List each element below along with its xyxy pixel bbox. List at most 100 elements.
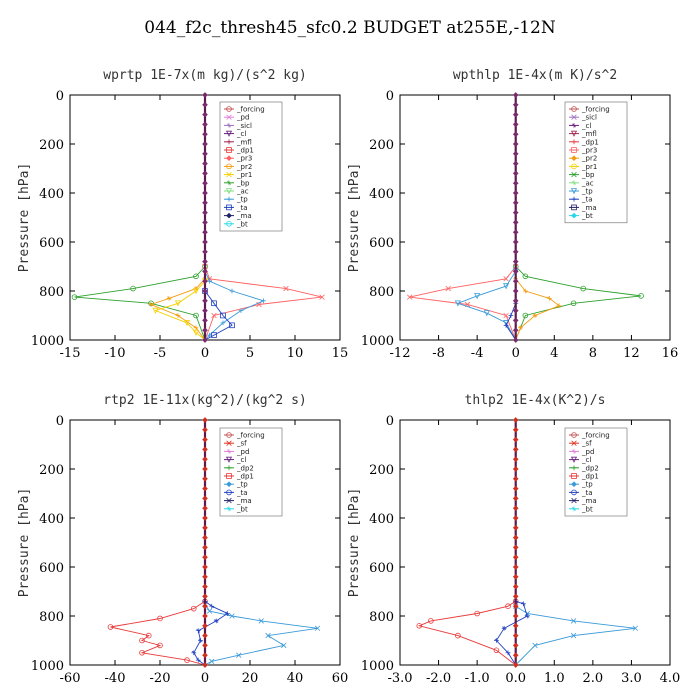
marker xyxy=(571,440,577,446)
legend-box xyxy=(219,427,283,517)
marker xyxy=(512,199,519,206)
marker xyxy=(226,155,232,162)
y-tick-label: 0 xyxy=(56,414,64,429)
marker xyxy=(570,188,578,195)
panel-title: thlp2 1E-4x(K^2)/s xyxy=(465,393,606,408)
legend-label: _pd xyxy=(236,114,249,122)
y-tick-label: 1000 xyxy=(361,659,394,674)
legend-label: _ma xyxy=(581,204,597,212)
marker xyxy=(522,312,529,319)
y-tick-label: 800 xyxy=(369,285,394,300)
series-line-ta xyxy=(495,420,528,666)
marker xyxy=(503,312,509,319)
marker xyxy=(226,180,232,186)
marker xyxy=(512,141,519,147)
legend-label: _dp2 xyxy=(581,464,599,472)
y-tick-label: 400 xyxy=(369,187,394,202)
x-tick-label: 0.0 xyxy=(505,671,526,686)
y-tick-label: 400 xyxy=(39,187,64,202)
marker xyxy=(512,466,519,472)
marker xyxy=(202,150,208,157)
marker xyxy=(226,449,232,454)
x-tick-label: 1.0 xyxy=(544,671,565,686)
marker xyxy=(202,466,208,472)
y-tick-label: 200 xyxy=(369,463,394,478)
marker xyxy=(202,297,208,304)
legend-label: _sf xyxy=(236,440,247,448)
marker xyxy=(532,313,538,318)
marker xyxy=(512,573,519,580)
marker xyxy=(406,294,413,300)
marker xyxy=(192,288,200,295)
legend-label: _bt xyxy=(236,505,248,513)
marker xyxy=(202,603,208,610)
y-tick-label: 600 xyxy=(369,236,394,251)
marker xyxy=(202,583,208,590)
marker xyxy=(522,288,528,294)
marker xyxy=(202,248,208,255)
marker xyxy=(209,603,215,609)
legend-label: _ta xyxy=(236,204,248,212)
legend-label: _pr3 xyxy=(581,147,597,155)
legend-label: _forcing xyxy=(236,432,265,440)
marker xyxy=(512,564,519,570)
marker xyxy=(512,150,519,157)
legend-label: _forcing xyxy=(581,106,610,114)
marker xyxy=(202,229,208,236)
marker xyxy=(512,239,519,245)
legend-label: _pr3 xyxy=(236,155,252,163)
y-tick-label: 1000 xyxy=(31,334,64,349)
x-tick-label: 0 xyxy=(201,346,209,361)
x-tick-label: 40 xyxy=(287,671,304,686)
x-tick-label: -60 xyxy=(60,671,81,686)
marker xyxy=(512,111,519,118)
marker xyxy=(195,628,201,634)
marker xyxy=(512,307,519,314)
marker xyxy=(226,171,232,178)
plot-frame xyxy=(399,94,671,341)
marker xyxy=(428,618,434,624)
marker xyxy=(202,475,208,482)
marker xyxy=(211,300,217,307)
legend-label: _ma xyxy=(581,497,597,505)
marker xyxy=(258,618,264,624)
series-line-pr3 xyxy=(409,95,517,341)
marker xyxy=(512,278,519,285)
marker xyxy=(226,212,232,219)
legend-label: _mfl xyxy=(581,130,597,138)
marker xyxy=(512,603,519,610)
y-tick-label: 800 xyxy=(39,285,64,300)
marker xyxy=(445,285,451,292)
marker xyxy=(236,652,242,658)
marker xyxy=(571,163,577,170)
legend-label: _bp xyxy=(581,171,595,179)
y-tick-label: 200 xyxy=(369,138,394,153)
marker xyxy=(226,106,232,112)
marker xyxy=(571,180,577,186)
plot-frame xyxy=(399,419,671,666)
x-tick-label: 2.0 xyxy=(583,671,604,686)
x-tick-label: -1.0 xyxy=(465,671,490,686)
marker xyxy=(632,625,638,631)
y-axis-label: Pressure [hPa] xyxy=(347,163,362,273)
legend-label: _forcing xyxy=(236,106,265,114)
series-line-bp xyxy=(74,95,206,341)
marker xyxy=(183,320,191,327)
marker xyxy=(512,101,519,108)
x-tick-label: 5 xyxy=(246,346,254,361)
legend-label: _pd xyxy=(236,448,249,456)
marker xyxy=(571,106,577,112)
marker xyxy=(570,456,578,463)
marker xyxy=(202,642,208,649)
marker xyxy=(503,322,509,328)
x-tick-label: 60 xyxy=(332,671,349,686)
marker xyxy=(202,652,208,659)
marker xyxy=(508,313,514,318)
marker xyxy=(139,649,145,656)
marker xyxy=(571,212,577,219)
legend-label: _dp2 xyxy=(236,464,254,472)
marker xyxy=(571,171,577,178)
marker xyxy=(505,650,511,656)
x-tick-label: 16 xyxy=(662,346,679,361)
marker xyxy=(202,317,208,324)
